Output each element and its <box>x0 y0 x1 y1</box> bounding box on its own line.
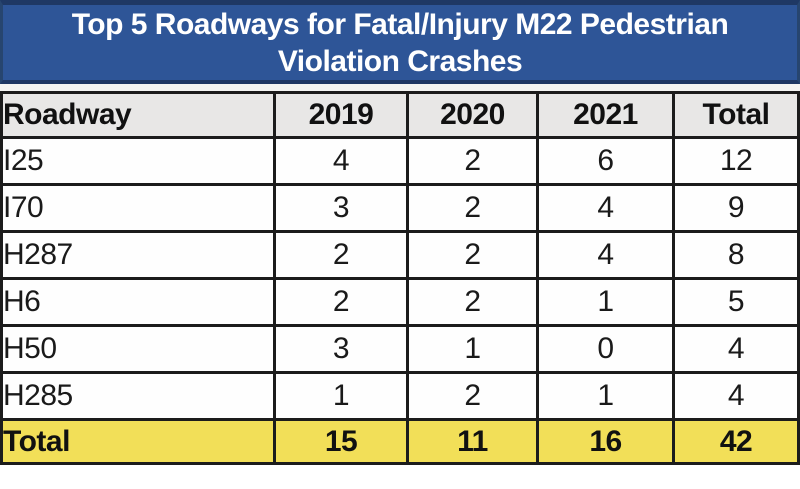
value-cell: 1 <box>273 371 409 421</box>
table-row-h285: H285 1 2 1 4 <box>0 371 800 421</box>
table-row-h287: H287 2 2 4 8 <box>0 230 800 280</box>
roadway-cell: H6 <box>0 277 276 327</box>
value-cell: 0 <box>536 324 675 374</box>
value-cell: 4 <box>672 371 800 421</box>
column-header-2020: 2020 <box>406 91 539 139</box>
value-cell: 2 <box>273 230 409 280</box>
value-cell: 2 <box>406 136 539 186</box>
value-cell: 3 <box>273 183 409 233</box>
value-cell: 4 <box>273 136 409 186</box>
roadway-cell: H285 <box>0 371 276 421</box>
table-row-h50: H50 3 1 0 4 <box>0 324 800 374</box>
value-cell: 6 <box>536 136 675 186</box>
crash-data-table: Roadway 2019 2020 2021 Total I25 4 2 6 1… <box>0 91 800 465</box>
table-header-row: Roadway 2019 2020 2021 Total <box>0 91 800 139</box>
table-total-row: Total 15 11 16 42 <box>0 418 800 465</box>
value-cell: 5 <box>672 277 800 327</box>
value-cell: 8 <box>672 230 800 280</box>
value-cell: 4 <box>536 183 675 233</box>
column-header-total: Total <box>672 91 800 139</box>
value-cell: 2 <box>406 371 539 421</box>
total-value-cell: 16 <box>536 418 675 465</box>
value-cell: 9 <box>672 183 800 233</box>
title-table-divider <box>0 84 800 91</box>
table-row-i70: I70 3 2 4 9 <box>0 183 800 233</box>
total-label-cell: Total <box>0 418 276 465</box>
table-row-i25: I25 4 2 6 12 <box>0 136 800 186</box>
value-cell: 1 <box>536 277 675 327</box>
value-cell: 2 <box>406 230 539 280</box>
value-cell: 4 <box>672 324 800 374</box>
total-value-cell: 42 <box>672 418 800 465</box>
value-cell: 1 <box>406 324 539 374</box>
value-cell: 12 <box>672 136 800 186</box>
roadway-cell: H50 <box>0 324 276 374</box>
value-cell: 3 <box>273 324 409 374</box>
roadway-cell: I70 <box>0 183 276 233</box>
value-cell: 4 <box>536 230 675 280</box>
column-header-roadway: Roadway <box>0 91 276 139</box>
total-value-cell: 15 <box>273 418 409 465</box>
table-title-line2: Violation Crashes <box>277 45 523 78</box>
column-header-2021: 2021 <box>536 91 675 139</box>
value-cell: 1 <box>536 371 675 421</box>
value-cell: 2 <box>406 183 539 233</box>
total-value-cell: 11 <box>406 418 539 465</box>
table-row-h6: H6 2 2 1 5 <box>0 277 800 327</box>
value-cell: 2 <box>406 277 539 327</box>
table-title-banner: Top 5 Roadways for Fatal/Injury M22 Pede… <box>0 0 800 84</box>
table-title-line1: Top 5 Roadways for Fatal/Injury M22 Pede… <box>71 8 729 41</box>
column-header-2019: 2019 <box>273 91 409 139</box>
roadway-cell: H287 <box>0 230 276 280</box>
value-cell: 2 <box>273 277 409 327</box>
roadway-cell: I25 <box>0 136 276 186</box>
